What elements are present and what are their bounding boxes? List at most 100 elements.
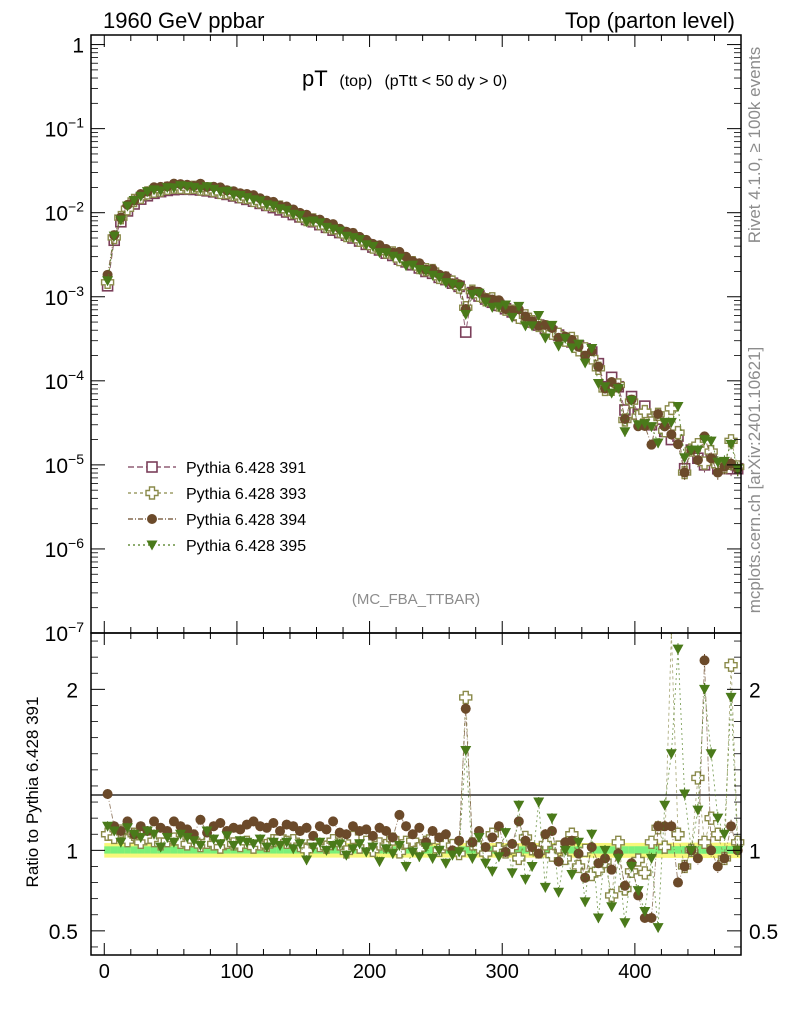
data-point-s395 bbox=[573, 339, 584, 350]
data-point-s395 bbox=[639, 419, 651, 430]
data-point-s395 bbox=[433, 272, 445, 283]
ratio-point-s395 bbox=[194, 841, 206, 852]
ratio-point-s395 bbox=[320, 845, 332, 856]
data-point-s395 bbox=[473, 288, 485, 299]
ratio-point-s393 bbox=[538, 837, 553, 851]
ratio-y-tick-label-left: 0.5 bbox=[49, 921, 78, 944]
y-tick-exponent: −6 bbox=[68, 535, 84, 551]
ratio-point-s395 bbox=[705, 749, 717, 760]
data-point-s391 bbox=[459, 326, 472, 338]
ratio-point-s394 bbox=[520, 835, 531, 846]
data-point-s395 bbox=[493, 302, 505, 313]
ratio-point-s395 bbox=[228, 841, 240, 852]
ratio-point-s394 bbox=[381, 826, 392, 837]
data-point-s395 bbox=[513, 301, 525, 312]
ratio-point-s394 bbox=[414, 822, 425, 833]
ratio-point-s394 bbox=[527, 842, 538, 853]
ratio-point-s395 bbox=[718, 829, 730, 840]
plot-title: pT (top) (pTtt < 50 dy > 0) bbox=[302, 66, 507, 91]
ratio-point-s394 bbox=[586, 842, 597, 853]
data-point-s395 bbox=[314, 218, 326, 229]
plot-title-sub: (top) bbox=[339, 73, 372, 90]
ratio-point-s395 bbox=[148, 829, 160, 840]
band-green-bin bbox=[402, 846, 410, 854]
data-point-s395 bbox=[665, 417, 677, 428]
y-tick-exponent: −1 bbox=[68, 115, 84, 131]
ratio-point-s395 bbox=[420, 842, 432, 853]
ratio-point-s395 bbox=[579, 897, 591, 908]
data-point-s395 bbox=[692, 445, 704, 456]
ratio-point-s395 bbox=[115, 837, 127, 848]
ratio-point-s395 bbox=[121, 823, 133, 834]
ratio-point-s394 bbox=[454, 835, 465, 846]
data-point-s395 bbox=[453, 282, 465, 293]
ratio-point-s393 bbox=[644, 835, 659, 849]
ratio-point-s394 bbox=[712, 861, 723, 872]
ratio-point-s395 bbox=[599, 845, 611, 856]
data-point-s395 bbox=[586, 344, 598, 355]
mcplots-label: mcplots.cern.ch [arXiv:2401.10621] bbox=[745, 347, 764, 613]
ratio-point-s394 bbox=[407, 829, 418, 840]
band-green-bin bbox=[223, 846, 231, 854]
band-green-bin bbox=[283, 846, 291, 854]
ratio-point-s395 bbox=[606, 902, 618, 913]
ratio-point-s394 bbox=[387, 832, 398, 843]
band-green-bin bbox=[137, 846, 145, 854]
ratio-point-s394 bbox=[679, 861, 690, 872]
y-tick-exponent: −7 bbox=[68, 619, 84, 635]
ratio-point-s395 bbox=[374, 857, 386, 868]
y-tick-label: 10−2 bbox=[45, 199, 85, 226]
ratio-point-s395 bbox=[141, 826, 153, 837]
data-point-s395 bbox=[612, 384, 624, 395]
ratio-point-s393 bbox=[638, 866, 652, 880]
data-point-s394 bbox=[712, 467, 723, 478]
y-tick-base: 10 bbox=[45, 455, 68, 478]
band-green-bin bbox=[170, 846, 178, 854]
ratio-point-s395 bbox=[533, 797, 545, 808]
band-green-bin bbox=[104, 846, 112, 854]
data-point-s395 bbox=[102, 276, 114, 287]
band-green-bin bbox=[701, 846, 709, 854]
ratio-point-s393 bbox=[558, 851, 572, 866]
ratio-point-s395 bbox=[473, 832, 485, 843]
ratio-point-s395 bbox=[367, 842, 379, 853]
data-point-s394 bbox=[679, 467, 690, 478]
legend-marker-s391 bbox=[146, 461, 158, 473]
ratio-point-s394 bbox=[606, 864, 617, 875]
data-point-s395 bbox=[533, 311, 545, 322]
data-point-s395 bbox=[135, 191, 147, 202]
data-point-s395 bbox=[367, 241, 379, 252]
ratio-point-s393 bbox=[107, 830, 121, 845]
ratio-point-s393 bbox=[671, 827, 685, 841]
data-point-s395 bbox=[645, 422, 657, 433]
data-point-s395 bbox=[486, 302, 498, 313]
data-point-s394 bbox=[646, 439, 657, 450]
data-point-s395 bbox=[168, 183, 180, 194]
ratio-point-s395 bbox=[546, 813, 558, 824]
data-point-s394 bbox=[692, 455, 703, 466]
ratio-point-s395 bbox=[692, 805, 704, 816]
y-tick-exponent: −4 bbox=[68, 367, 84, 383]
legend-marker-s393 bbox=[145, 486, 159, 500]
legend-marker-s395 bbox=[146, 540, 158, 551]
ratio-panel bbox=[91, 632, 745, 934]
data-point-s395 bbox=[718, 456, 730, 467]
ratio-point-s395 bbox=[672, 644, 684, 655]
band-green-bin bbox=[124, 846, 132, 854]
band-green-bin bbox=[270, 846, 278, 854]
y-tick-label: 1 bbox=[72, 35, 84, 58]
data-point-s395 bbox=[526, 321, 538, 332]
ratio-point-s395 bbox=[254, 834, 266, 845]
data-point-s394 bbox=[666, 429, 677, 440]
band-green-bin bbox=[648, 846, 656, 854]
ratio-y-tick-label-left: 1 bbox=[66, 840, 78, 863]
ratio-point-s395 bbox=[486, 866, 498, 877]
ratio-point-s395 bbox=[314, 837, 326, 848]
data-point-s394 bbox=[619, 414, 630, 425]
ratio-point-s394 bbox=[600, 853, 611, 864]
y-tick-base: 10 bbox=[45, 623, 68, 646]
band-green-bin bbox=[190, 846, 198, 854]
data-point-s395 bbox=[407, 260, 419, 271]
